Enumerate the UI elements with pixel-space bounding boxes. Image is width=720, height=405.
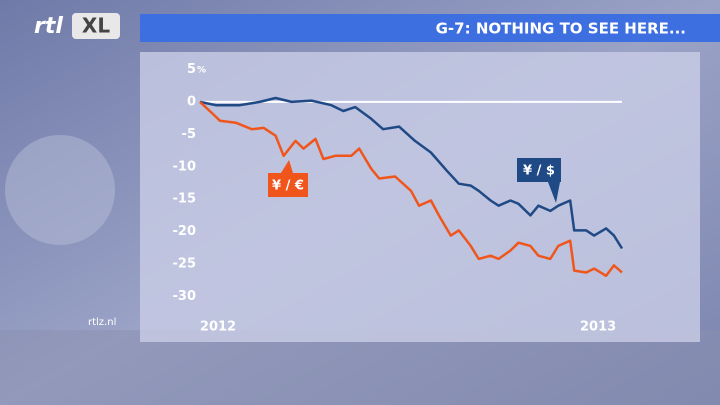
chart-title: G-7: NOTHING TO SEE HERE... xyxy=(436,20,686,38)
logo-rtl: rtl xyxy=(34,14,63,39)
plot-panel xyxy=(140,52,700,342)
y-tick-label: 5 xyxy=(187,62,196,77)
series-line xyxy=(199,96,624,250)
logo-box xyxy=(72,13,120,39)
legend-label: ¥ / € xyxy=(272,179,304,194)
y-tick-label: -5 xyxy=(182,127,196,142)
website: rtlz.nl xyxy=(88,317,116,328)
y-tick-label: -25 xyxy=(173,257,197,272)
y-tick-label: -20 xyxy=(173,224,197,239)
banknote-strip xyxy=(0,330,720,405)
legend-box xyxy=(268,173,308,197)
y-unit: % xyxy=(197,66,206,76)
legend-box xyxy=(517,158,561,182)
y-tick-label: -15 xyxy=(173,192,197,207)
banknote-portrait xyxy=(5,135,115,245)
legend-label: ¥ / $ xyxy=(523,164,555,179)
logo-xl: XL xyxy=(82,14,110,38)
title-bar xyxy=(140,14,720,42)
series-line xyxy=(199,100,623,278)
x-tick-label: 2013 xyxy=(580,320,616,335)
x-tick-label: 2012 xyxy=(200,320,236,335)
y-tick-label: 0 xyxy=(187,94,196,109)
y-tick-label: -10 xyxy=(173,159,197,174)
callout-pointer xyxy=(548,182,560,203)
y-tick-label: -30 xyxy=(173,289,197,304)
callout-pointer xyxy=(281,160,293,173)
